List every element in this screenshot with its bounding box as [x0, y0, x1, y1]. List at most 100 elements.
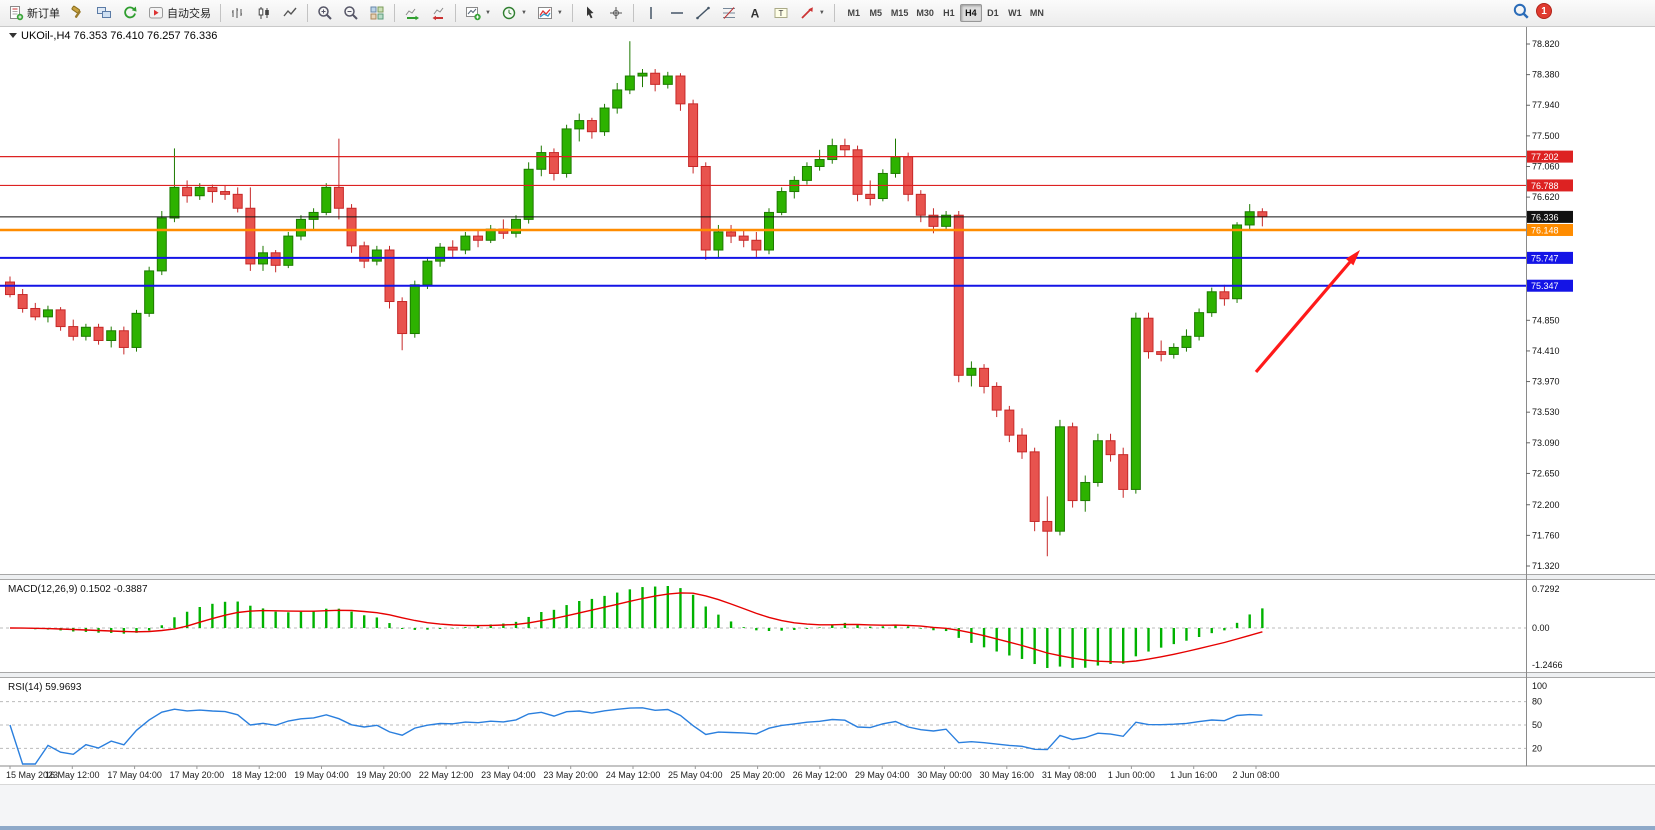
svg-text:15 May 2023: 15 May 2023	[6, 770, 58, 780]
timeframe-w1-button[interactable]: W1	[1008, 8, 1022, 18]
text-button[interactable]: A	[742, 2, 768, 24]
price-marker-76.788	[1527, 179, 1573, 192]
svg-text:26 May 12:00: 26 May 12:00	[793, 770, 848, 780]
crosshair-icon	[608, 5, 624, 21]
svg-text:A: A	[751, 7, 760, 21]
fibonacci-button[interactable]	[716, 2, 742, 24]
svg-text:23 May 04:00: 23 May 04:00	[481, 770, 536, 780]
tile-windows-button[interactable]	[364, 2, 390, 24]
line-chart-button[interactable]	[277, 2, 303, 24]
svg-text:23 May 20:00: 23 May 20:00	[543, 770, 598, 780]
hammer-icon	[70, 5, 86, 21]
timeframe-d1-button[interactable]: D1	[987, 8, 999, 18]
timeframe-m30-button[interactable]: M30	[916, 8, 934, 18]
svg-text:31 May 08:00: 31 May 08:00	[1042, 770, 1097, 780]
toolbar-separator	[571, 4, 573, 22]
svg-text:25 May 20:00: 25 May 20:00	[730, 770, 785, 780]
chart-objects[interactable]	[0, 156, 1526, 287]
svg-text:25 May 04:00: 25 May 04:00	[668, 770, 723, 780]
timeframe-h4-button[interactable]: H4	[959, 4, 982, 22]
text-label-button[interactable]: T	[768, 2, 794, 24]
bar-chart-button[interactable]	[225, 2, 251, 24]
macd-panel: MACD(12,26,9) 0.1502 -0.3887	[0, 584, 1526, 668]
price-marker-75.347	[1527, 279, 1573, 292]
autotrading-button[interactable]: 自动交易	[143, 2, 216, 24]
svg-text:76.620: 76.620	[1532, 192, 1560, 202]
timeframe-m1-button[interactable]: M1	[847, 8, 861, 18]
timeframe-mn-button[interactable]: MN	[1029, 8, 1044, 18]
chevron-down-icon: ▼	[520, 10, 527, 16]
tools-button[interactable]	[65, 2, 91, 24]
zoom-in-button[interactable]	[312, 2, 338, 24]
svg-text:72.200: 72.200	[1532, 500, 1560, 510]
crosshair-button[interactable]	[603, 2, 629, 24]
svg-text:74.850: 74.850	[1532, 315, 1560, 325]
svg-text:78.380: 78.380	[1532, 70, 1560, 80]
new-chart-icon	[465, 5, 481, 21]
tile-icon	[369, 5, 385, 21]
toolbar-separator	[455, 4, 456, 22]
svg-text:75.347: 75.347	[1531, 281, 1559, 291]
svg-text:77.060: 77.060	[1532, 161, 1560, 171]
svg-text:74.410: 74.410	[1532, 346, 1560, 356]
toolbar-separator	[220, 4, 221, 22]
trendline-button[interactable]	[690, 2, 716, 24]
svg-text:16 May 12:00: 16 May 12:00	[45, 770, 100, 780]
toolbar-separator	[632, 4, 634, 22]
periods-button[interactable]: ▼	[496, 2, 532, 24]
svg-text:77.500: 77.500	[1532, 131, 1560, 141]
auto-scroll-button[interactable]	[399, 2, 425, 24]
svg-text:0.7292: 0.7292	[1532, 584, 1560, 594]
svg-text:T: T	[778, 9, 783, 18]
candlestick-chart-button[interactable]	[251, 2, 277, 24]
svg-text:29 May 04:00: 29 May 04:00	[855, 770, 910, 780]
svg-text:24 May 12:00: 24 May 12:00	[606, 770, 661, 780]
timeframe-h1-button[interactable]: H1	[943, 8, 955, 18]
zoom-out-icon	[343, 5, 359, 21]
timeframe-m15-button[interactable]: M15	[890, 8, 909, 18]
profiles-button[interactable]	[91, 2, 117, 24]
price-marker-76.148	[1527, 223, 1573, 236]
indicators-button[interactable]: ▼	[532, 2, 568, 24]
chart-shift-button[interactable]	[425, 2, 451, 24]
rsi-label: RSI(14) 59.9693	[8, 682, 82, 693]
profiles-icon	[96, 5, 112, 21]
cursor-button[interactable]	[577, 2, 603, 24]
vertical-line-button[interactable]	[638, 2, 664, 24]
symbol-dropdown-icon[interactable]	[9, 33, 17, 38]
main-toolbar: 新订单 自动交易 ▼ ▼ ▼ A T ▼ M1 M5 M15 M30 H1 H4 D1 W1 MN 1	[0, 0, 1655, 27]
trend-arrow-annotation[interactable]	[1254, 250, 1360, 374]
new-order-icon	[8, 5, 24, 21]
svg-text:20: 20	[1532, 743, 1542, 753]
svg-text:30 May 00:00: 30 May 00:00	[917, 770, 972, 780]
search-icon[interactable]	[1512, 2, 1530, 20]
notification-badge[interactable]: 1	[1536, 3, 1552, 19]
timeframe-m5-button[interactable]: M5	[869, 8, 883, 18]
label-icon: T	[773, 5, 789, 21]
symbol-ohlc-text: UKOil-,H4 76.353 76.410 76.257 76.336	[21, 30, 217, 42]
price-marker-76.336	[1527, 210, 1573, 223]
arrow-shapes-button[interactable]: ▼	[794, 2, 830, 24]
indicators-icon	[537, 5, 553, 21]
svg-text:17 May 04:00: 17 May 04:00	[107, 770, 162, 780]
price-scale[interactable]: 78.820 78.380 77.940 77.500 77.060 76.620 74.8…	[1526, 39, 1573, 753]
macd-label: MACD(12,26,9) 0.1502 -0.3887	[8, 584, 148, 595]
refresh-button[interactable]	[117, 2, 143, 24]
new-chart-button[interactable]: ▼	[460, 2, 496, 24]
svg-text:71.760: 71.760	[1532, 530, 1560, 540]
svg-text:1 Jun 00:00: 1 Jun 00:00	[1108, 770, 1155, 780]
horizontal-line-button[interactable]	[664, 2, 690, 24]
ukoil-h4-chart[interactable]: MACD(12,26,9) 0.1502 -0.3887 RSI(14) 59.9…	[0, 27, 1655, 784]
new-order-button[interactable]: 新订单	[3, 2, 65, 24]
toolbar-separator	[307, 4, 308, 22]
toolbar-button-group: 新订单 自动交易 ▼ ▼ ▼ A T ▼	[3, 2, 839, 24]
autotrading-icon	[148, 5, 164, 21]
new-order-button-label: 新订单	[27, 8, 60, 20]
zoom-out-button[interactable]	[338, 2, 364, 24]
panel-separators[interactable]	[0, 574, 1655, 678]
cursor-icon	[582, 5, 598, 21]
svg-text:73.970: 73.970	[1532, 377, 1560, 387]
svg-text:50: 50	[1532, 720, 1542, 730]
svg-text:100: 100	[1532, 681, 1547, 691]
